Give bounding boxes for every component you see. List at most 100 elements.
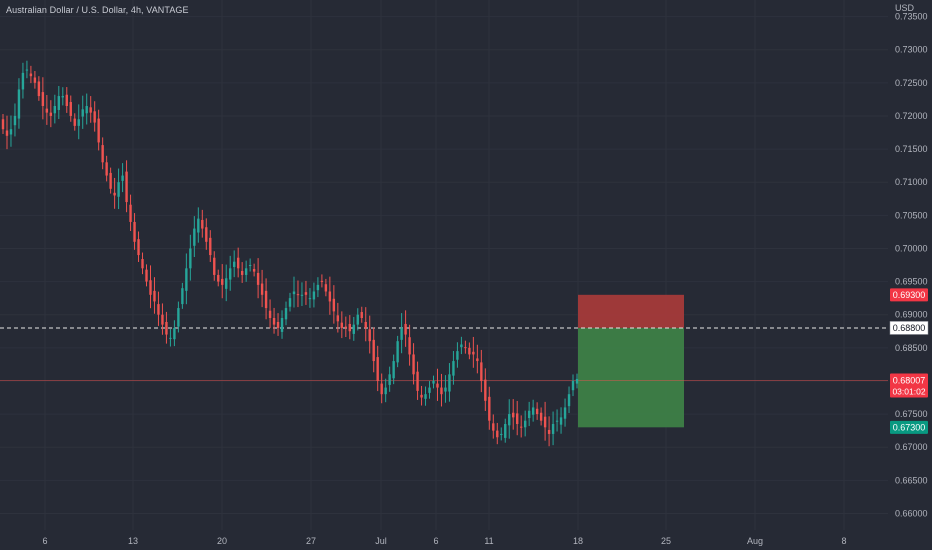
- chart-title: Australian Dollar / U.S. Dollar, 4h, VAN…: [6, 5, 189, 15]
- candle-body: [153, 290, 156, 302]
- candle-body: [69, 102, 72, 116]
- y-tick-label: 0.73500: [895, 12, 928, 22]
- candle-body: [312, 291, 316, 300]
- x-tick-label: 20: [217, 536, 227, 546]
- candle-body: [232, 261, 236, 267]
- candle-body: [448, 374, 451, 392]
- candle-body: [336, 315, 340, 322]
- candle-body: [436, 383, 439, 388]
- candle-body: [472, 351, 475, 355]
- candle-body: [328, 291, 332, 302]
- risk-reward-zones[interactable]: [578, 294, 684, 428]
- y-tick-label: 0.67500: [895, 409, 928, 419]
- candle-body: [236, 257, 240, 269]
- candle-body: [17, 89, 21, 119]
- price-lines: [0, 327, 888, 381]
- candle-body: [523, 420, 527, 428]
- x-tick-label: 6: [433, 536, 438, 546]
- candle-body: [396, 341, 399, 363]
- candle-body: [292, 291, 296, 295]
- candle-body: [244, 268, 248, 275]
- x-tick-label: 13: [128, 536, 138, 546]
- candle-body: [456, 351, 459, 360]
- candle-body: [504, 424, 507, 438]
- candle-body: [21, 72, 25, 90]
- candle-body: [460, 344, 463, 348]
- candle-body: [516, 413, 519, 424]
- candle-body: [113, 192, 116, 196]
- candle-body: [344, 326, 348, 328]
- candle-body: [61, 96, 64, 98]
- candle-body: [432, 380, 435, 384]
- candle-body: [25, 69, 29, 71]
- candle-body: [484, 379, 487, 401]
- candle-body: [452, 361, 455, 376]
- candle-body: [13, 115, 17, 126]
- candle-body: [145, 269, 148, 282]
- candle-body: [388, 374, 391, 385]
- candle-body: [356, 314, 359, 325]
- candle-body: [225, 278, 228, 289]
- candle-body: [464, 347, 467, 349]
- y-tick-label: 0.73000: [895, 45, 928, 55]
- candle-body: [424, 394, 427, 399]
- candle-body: [496, 430, 499, 438]
- candle-body: [201, 219, 204, 229]
- candle-body: [117, 182, 120, 197]
- candle-body: [157, 304, 160, 315]
- candle-body: [384, 387, 387, 395]
- candle-body: [29, 73, 33, 77]
- candle-body: [400, 327, 403, 340]
- y-tick-label: 0.66000: [895, 508, 928, 518]
- candle-body: [531, 407, 535, 415]
- take-profit-zone[interactable]: [578, 327, 684, 428]
- candle-body: [300, 294, 304, 296]
- candle-body: [173, 327, 176, 340]
- candle-body: [81, 109, 84, 117]
- candle-body: [360, 312, 363, 318]
- candle-body: [264, 290, 268, 309]
- candle-body: [555, 420, 559, 422]
- candle-body: [512, 412, 515, 418]
- candle-body: [368, 329, 371, 342]
- candle-body: [575, 378, 579, 384]
- candle-body: [380, 383, 383, 395]
- y-tick-label: 0.68500: [895, 343, 928, 353]
- y-tick-label: 0.71000: [895, 177, 928, 187]
- entry-price-label-bg: [889, 321, 929, 335]
- candle-body: [563, 407, 567, 419]
- y-tick-label: 0.66500: [895, 475, 928, 485]
- candle-body: [316, 284, 320, 291]
- candle-body: [492, 423, 495, 431]
- candle-body: [440, 387, 443, 395]
- candle-body: [392, 361, 395, 379]
- candle-body: [567, 394, 571, 407]
- target-price-label: 0.67300: [893, 423, 926, 433]
- candle-body: [121, 175, 124, 181]
- candle-body: [193, 228, 196, 246]
- x-tick-label: 25: [661, 536, 671, 546]
- stop-loss-zone[interactable]: [578, 294, 684, 328]
- time-axis[interactable]: 6 13 20 27 Jul 6 11 18 25 Aug 8: [42, 536, 846, 546]
- candle-body: [508, 414, 511, 426]
- countdown-label: 03:01:02: [892, 386, 925, 396]
- candle-body: [49, 112, 53, 116]
- candle-body: [97, 118, 100, 143]
- y-tick-label: 0.69000: [895, 310, 928, 320]
- candle-body: [133, 221, 136, 242]
- candle-body: [444, 387, 447, 392]
- candle-body: [73, 118, 76, 126]
- candle-body: [476, 358, 479, 362]
- candle-body: [372, 339, 375, 362]
- candle-body: [197, 218, 200, 233]
- y-tick-label: 0.72000: [895, 111, 928, 121]
- candle-body: [268, 310, 272, 318]
- candles[interactable]: [1, 60, 579, 447]
- x-tick-label: 6: [42, 536, 47, 546]
- stop-price-label-bg: [890, 288, 928, 302]
- candle-body: [488, 396, 491, 421]
